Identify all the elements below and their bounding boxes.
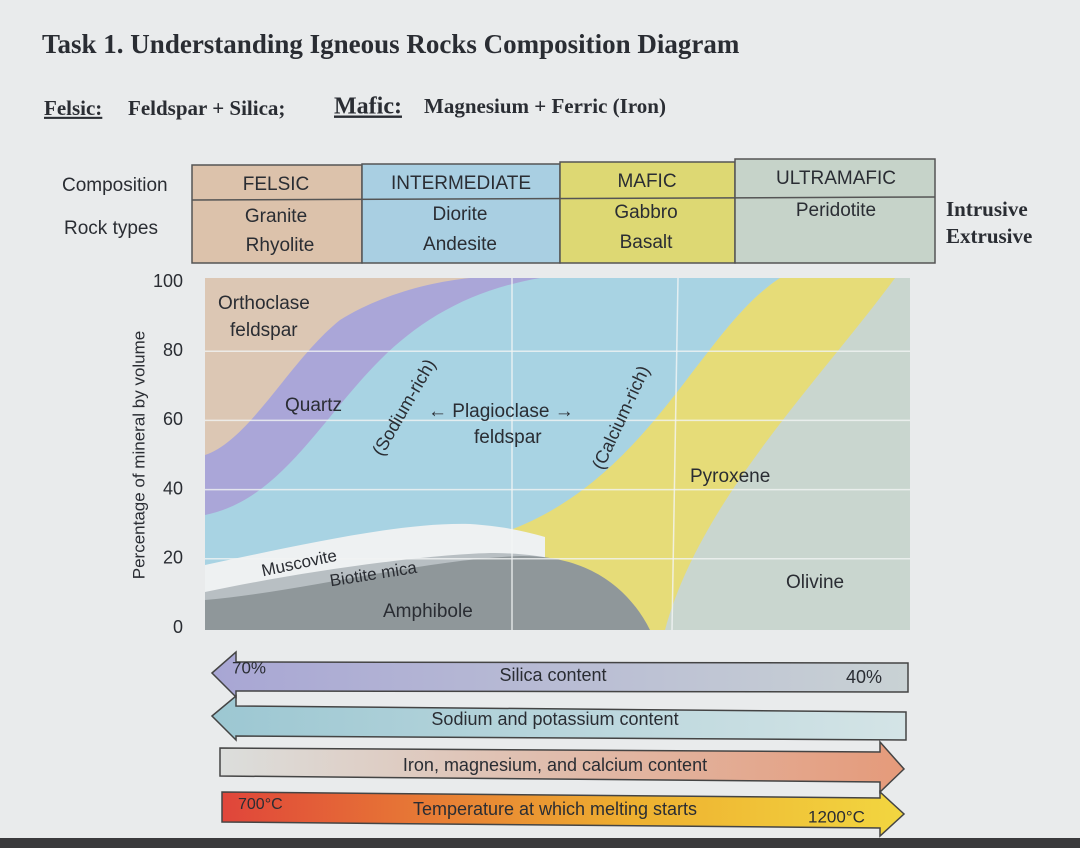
rock-type: Rhyolite	[246, 235, 315, 256]
mineral-label: ← Plagioclase →	[428, 401, 574, 422]
mineral-label: Olivine	[786, 572, 844, 593]
mineral-label: Orthoclase	[218, 293, 310, 314]
rock-type: Andesite	[423, 234, 497, 255]
arrow-text: Sodium and potassium content	[431, 709, 678, 729]
subtitle-mafic-text: Magnesium + Ferric (Iron)	[424, 94, 666, 118]
cell-intermediate	[361, 163, 561, 264]
sodium-arrow	[210, 694, 907, 742]
arrow-right-label: 40%	[846, 667, 882, 687]
cell-ultramafic	[734, 158, 936, 264]
pyroxene-region	[505, 278, 895, 630]
rock-type: Peridotite	[796, 200, 876, 221]
mineral-label: feldspar	[230, 320, 298, 341]
column-line	[671, 277, 679, 631]
arrow-text: Temperature at which melting starts	[413, 799, 697, 819]
row-label: Composition	[62, 175, 168, 196]
mineral-label: Amphibole	[383, 601, 473, 622]
bottom-edge	[0, 838, 1080, 848]
table-divider	[191, 196, 936, 201]
y-tick-label: 100	[153, 271, 183, 291]
arrow-text: Iron, magnesium, and calcium content	[403, 755, 707, 775]
arrow-left-label: 70%	[232, 658, 266, 677]
temperature-arrow	[221, 790, 906, 838]
mineral-label: Quartz	[285, 395, 342, 416]
rock-type: Diorite	[433, 204, 488, 225]
mineral-label: Pyroxene	[690, 466, 770, 487]
composition: MAFIC	[617, 171, 676, 192]
composition: FELSIC	[243, 174, 310, 195]
y-tick-label: 80	[163, 340, 183, 360]
subtitle-mafic-label: Mafic:	[334, 94, 402, 120]
cell-mafic	[559, 161, 736, 264]
mineral-chart	[205, 277, 910, 631]
y-tick-label: 40	[163, 478, 183, 498]
subtitle-felsic-text: Feldspar + Silica;	[128, 96, 285, 120]
table	[191, 158, 936, 264]
right-label: Extrusive	[946, 224, 1032, 248]
rock-type: Granite	[245, 206, 307, 227]
row-label: Rock types	[64, 218, 158, 239]
y-tick-label: 60	[163, 409, 183, 429]
composition: INTERMEDIATE	[391, 173, 531, 194]
y-tick-label: 20	[163, 548, 183, 568]
orthoclase-region	[205, 278, 470, 455]
subtitle-felsic-label: Felsic:	[44, 96, 102, 120]
rock-type: Basalt	[620, 232, 674, 253]
arrow-left-label: 700°C	[238, 796, 283, 813]
arrow-text: Silica content	[499, 665, 606, 685]
composition: ULTRAMAFIC	[776, 168, 896, 189]
iron-arrow	[219, 740, 906, 794]
muscovite-region	[205, 523, 545, 598]
cell-felsic	[191, 164, 363, 264]
y-tick-label: 0	[173, 617, 183, 637]
rock-type: Gabbro	[614, 202, 677, 223]
right-label: Intrusive	[946, 197, 1028, 221]
amphibole-region	[205, 555, 650, 630]
mineral-label: feldspar	[474, 427, 542, 448]
title: Task 1. Understanding Igneous Rocks Comp…	[42, 29, 740, 59]
arrow-right-label: 1200°C	[808, 807, 865, 826]
axis-label: Percentage of mineral by volume	[129, 331, 148, 580]
